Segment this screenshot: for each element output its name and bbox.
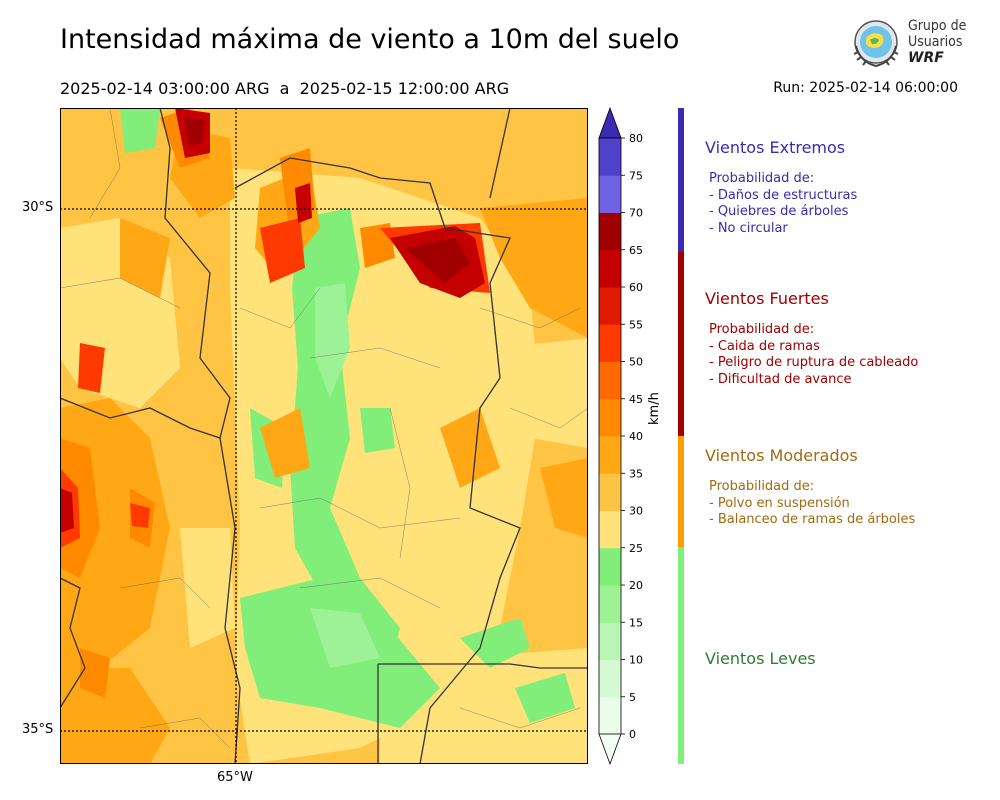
globe-emblem-icon [853, 20, 899, 68]
desc-line: - Polvo en suspensión [709, 495, 850, 511]
category-description: Probabilidad de: - Polvo en suspensión -… [705, 479, 915, 529]
category-moderados: Vientos Moderados Probabilidad de: - Pol… [705, 446, 915, 529]
colorbar-bin-10 [599, 622, 621, 660]
colorbar-bin-35 [599, 436, 621, 474]
category-bar-moderados [678, 436, 684, 547]
category-bar-fuertes [678, 252, 684, 436]
colorbar-tick-label: 80 [629, 132, 643, 145]
desc-line: Probabilidad de: [709, 479, 815, 494]
colorbar-tick-label: 40 [629, 430, 643, 443]
colorbar-tick-label: 5 [629, 691, 636, 704]
forecast-period: 2025-02-14 03:00:00 ARG a 2025-02-15 12:… [60, 79, 510, 98]
colorbar-extend-bottom [598, 733, 622, 766]
province-boundaries [60, 108, 588, 764]
category-title: Vientos Extremos [705, 138, 846, 157]
category-description: Probabilidad de: - Caida de ramas - Peli… [705, 322, 918, 388]
colorbar-tick-label: 25 [629, 542, 643, 555]
colorbar-tick-label: 10 [629, 654, 643, 667]
category-title: Vientos Fuertes [705, 289, 829, 308]
desc-line: Probabilidad de: [709, 171, 815, 186]
colorbar-bin-30 [599, 473, 621, 511]
category-extremos: Vientos Extremos Probabilidad de: - Daño… [705, 138, 857, 237]
logo-text-line1: Grupo de [908, 18, 967, 34]
colorbar-tick-label: 50 [629, 356, 643, 369]
lat-label-30s: 30°S [22, 200, 54, 215]
colorbar-extend-top [598, 106, 622, 139]
colorbar-bin-25 [599, 510, 621, 549]
desc-line: - No circular [709, 220, 788, 236]
desc-line: - Caida de ramas [709, 338, 820, 354]
colorbar-bin-50 [599, 324, 621, 362]
lon-label-65w: 65°W [217, 770, 253, 785]
desc-line: Probabilidad de: [709, 322, 815, 337]
desc-line: - Peligro de ruptura de cableado [709, 355, 919, 370]
colorbar-tick-label: 65 [629, 244, 643, 257]
category-fuertes: Vientos Fuertes Probabilidad de: - Caida… [705, 289, 918, 388]
wind-speed-colorbar: 0 5 10 15 20 25 30 35 40 45 50 55 60 65 70 75 80 [598, 106, 643, 766]
colorbar-bin-55 [599, 287, 621, 325]
graticule [60, 108, 588, 764]
logo-text-wrf: WRF [908, 50, 944, 66]
colorbar-tick-label: 35 [629, 467, 643, 480]
wrf-group-logo: Grupo de Usuarios WRF [848, 16, 978, 72]
category-leves: Vientos Leves [705, 649, 816, 668]
colorbar-bin-5 [599, 659, 621, 698]
desc-line: - Quiebres de árboles [709, 204, 849, 219]
map-title: Intensidad máxima de viento a 10m del su… [60, 24, 680, 55]
colorbar-bin-65 [599, 212, 621, 251]
colorbar-tick-label: 55 [629, 318, 643, 331]
desc-line: - Daños de estructuras [709, 187, 858, 203]
colorbar-tick-label: 45 [629, 393, 643, 406]
colorbar-tick-label: 70 [629, 207, 643, 220]
colorbar-tick-label: 0 [629, 728, 636, 741]
colorbar-tick-label: 15 [629, 616, 643, 629]
category-title: Vientos Moderados [705, 446, 858, 465]
category-description: Probabilidad de: - Daños de estructuras … [705, 171, 857, 237]
category-bar-leves [678, 547, 684, 764]
colorbar-bin-60 [599, 249, 621, 288]
desc-line: - Balanceo de ramas de árboles [709, 512, 916, 527]
colorbar-bin-20 [599, 547, 621, 586]
colorbar-tick-label: 60 [629, 281, 643, 294]
wind-intensity-map [60, 108, 588, 764]
colorbar-bin-40 [599, 398, 621, 437]
logo-text-line2: Usuarios [908, 34, 963, 50]
colorbar-bin-15 [599, 585, 621, 623]
colorbar-tick-label: 75 [629, 169, 643, 182]
colorbar-bin-0 [599, 696, 621, 735]
lat-label-35s: 35°S [22, 722, 54, 737]
colorbar-unit-label: km/h [647, 392, 662, 425]
colorbar-bin-70 [599, 175, 621, 213]
run-timestamp: Run: 2025-02-14 06:00:00 [773, 80, 958, 96]
desc-line: - Dificultad de avance [709, 371, 852, 387]
department-boundaries [60, 108, 588, 749]
colorbar-tick-label: 30 [629, 505, 643, 518]
colorbar-bin-45 [599, 361, 621, 400]
colorbar-bin-75 [599, 138, 621, 176]
category-title: Vientos Leves [705, 649, 816, 668]
colorbar-tick-label: 20 [629, 579, 643, 592]
category-bar-extremos [678, 108, 684, 252]
